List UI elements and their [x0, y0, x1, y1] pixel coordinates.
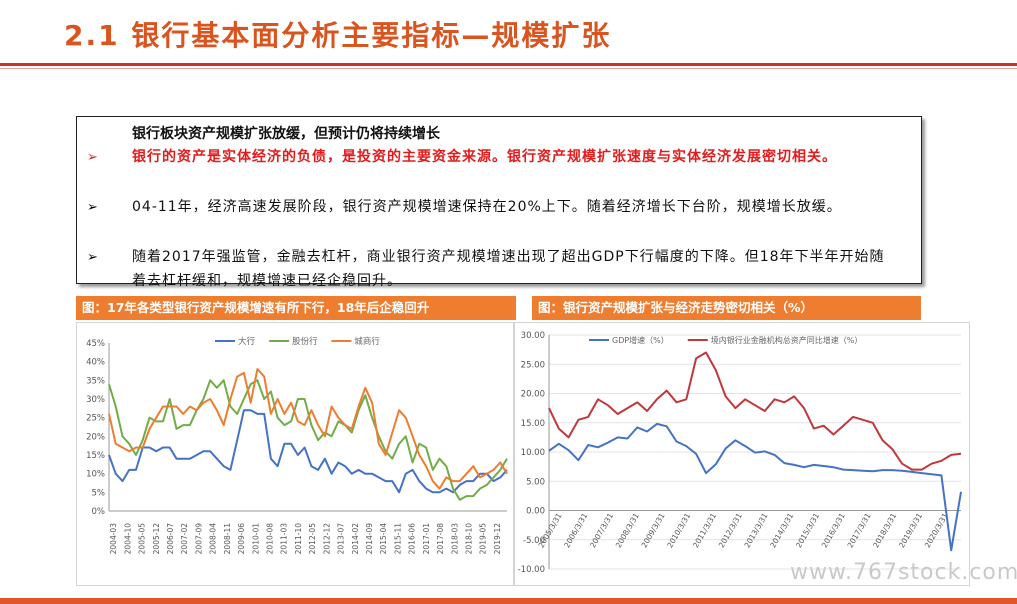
- x-tick-label: 2005-05: [138, 523, 147, 555]
- y-tick-label: 45%: [86, 339, 105, 349]
- x-tick-label: 2015-11: [393, 523, 402, 555]
- summary-bullet-text: 银行的资产是实体经济的负债，是投资的主要资金来源。银行资产规模扩张速度与实体经济…: [132, 149, 837, 165]
- x-tick-label: 2018-03: [450, 523, 459, 555]
- summary-box: 银行板块资产规模扩张放缓，但预计仍将持续增长 ➢ 银行的资产是实体经济的负债，是…: [76, 116, 922, 289]
- x-tick-label: 2005-12: [152, 523, 161, 555]
- legend-label: GDP增速（%）: [612, 335, 669, 345]
- gdp-vs-bank-asset-growth-chart: 30.00 25.00 20.00 15.00 10.00 5.00 0.00 -5.00 -1…: [518, 331, 962, 575]
- y-tick-label: 10.00: [521, 448, 545, 458]
- summary-heading: 银行板块资产规模扩张放缓，但预计仍将持续增长: [132, 126, 440, 142]
- x-tick-label: 2014/3/31: [768, 511, 795, 549]
- x-tick-label: 2010/3/31: [665, 511, 692, 549]
- title-divider: [0, 63, 1017, 66]
- y-tick-label: 40%: [86, 358, 105, 368]
- x-tick-label: 2004-10: [123, 523, 132, 555]
- x-tick-label: 2005/3/31: [537, 511, 564, 549]
- series-line: [548, 351, 962, 471]
- x-tick-label: 2007-02: [180, 523, 189, 555]
- watermark: www.767stock.com: [790, 560, 1017, 585]
- y-tick-label: 5.00: [526, 477, 545, 487]
- x-tick-label: 2016/3/31: [820, 511, 847, 549]
- x-tick-label: 2012-05: [308, 523, 317, 555]
- series-line: [108, 368, 508, 490]
- x-tick-label: 2010-08: [265, 523, 274, 555]
- x-tick-label: 2019-12: [493, 523, 502, 555]
- y-tick-label: -10.00: [518, 565, 545, 575]
- x-tick-label: 2019/3/31: [897, 511, 924, 549]
- x-tick-label: 2018/3/31: [871, 511, 898, 549]
- x-tick-label: 2013/3/31: [743, 511, 770, 549]
- series-line: [108, 379, 508, 501]
- x-tick-label: 2008-04: [209, 523, 218, 555]
- series-line: [548, 422, 962, 552]
- y-tick-label: 20%: [86, 432, 105, 442]
- y-tick-label: 15.00: [521, 419, 545, 429]
- page-title: 2.1 银行基本面分析主要指标—规模扩张: [64, 19, 612, 52]
- x-tick-label: 2011-10: [294, 523, 303, 555]
- x-tick-label: 2015-04: [379, 523, 388, 555]
- x-tick-label: 2017-01: [422, 523, 431, 555]
- x-tick-label: 2012/3/31: [717, 511, 744, 549]
- x-tick-label: 2017-08: [436, 523, 445, 555]
- x-tick-label: 2006/3/31: [562, 511, 589, 549]
- x-tick-label: 2009/3/31: [640, 511, 667, 549]
- x-tick-label: 2019-05: [479, 523, 488, 555]
- left-chart-frame: 45% 40% 35% 30% 25% 20% 15% 10% 5% 0% 2004-03 2004-…: [76, 322, 514, 586]
- x-tick-label: 2017/3/31: [846, 511, 873, 549]
- bullet-arrow-icon: ➢: [87, 150, 98, 165]
- bank-asset-growth-by-type-chart: 45% 40% 35% 30% 25% 20% 15% 10% 5% 0%2004-03 2004-…: [86, 336, 508, 555]
- legend-label: 股份行: [292, 336, 318, 347]
- y-tick-label: 30.00: [521, 331, 545, 341]
- y-tick-label: 20.00: [521, 390, 545, 400]
- x-tick-label: 2013-07: [337, 523, 346, 555]
- x-tick-label: 2004-03: [109, 523, 118, 555]
- title-divider-thin: [0, 68, 1017, 69]
- bullet-arrow-icon: ➢: [87, 200, 98, 215]
- summary-bullet-text: 04-11年，经济高速发展阶段，银行资产规模增速保持在20%上下。随着经济增长下…: [132, 199, 842, 215]
- legend-label: 城商行: [354, 336, 380, 347]
- x-tick-label: 2015/3/31: [794, 511, 821, 549]
- right-chart-frame: 30.00 25.00 20.00 15.00 10.00 5.00 0.00 -5.00 -1…: [514, 322, 970, 586]
- left-chart-caption: 图：17年各类型银行资产规模增速有所下行，18年后企稳回升: [76, 296, 516, 320]
- x-tick-label: 2007-09: [194, 523, 203, 555]
- x-tick-label: 2018-10: [464, 523, 473, 555]
- x-tick-label: 2007/3/31: [588, 511, 615, 549]
- y-tick-label: -5.00: [523, 536, 545, 546]
- y-tick-label: 35%: [86, 376, 105, 386]
- y-tick-label: 10%: [86, 470, 105, 480]
- y-tick-label: 0%: [92, 507, 106, 517]
- y-tick-label: 5%: [92, 488, 106, 498]
- footer-bar: [0, 598, 1017, 604]
- x-tick-label: 2008/3/31: [614, 511, 641, 549]
- y-tick-label: 0.00: [526, 507, 545, 517]
- x-tick-label: 2006-07: [166, 523, 175, 555]
- y-tick-label: 15%: [86, 451, 105, 461]
- bullet-arrow-icon: ➢: [87, 250, 98, 265]
- x-tick-label: 2008-11: [223, 523, 232, 555]
- x-tick-label: 2011/3/31: [691, 511, 718, 549]
- legend-label: 境内银行业金融机构总资产同比增速（%）: [711, 335, 863, 345]
- x-tick-label: 2014-02: [351, 523, 360, 555]
- y-tick-label: 30%: [86, 395, 105, 405]
- right-chart-caption: 图：银行资产规模扩张与经济走势密切相关（%）: [532, 296, 921, 320]
- x-tick-label: 2016-06: [408, 523, 417, 555]
- x-tick-label: 2014-09: [365, 523, 374, 555]
- x-tick-label: 2010-01: [251, 523, 260, 555]
- y-tick-label: 25.00: [521, 360, 545, 370]
- y-tick-label: 25%: [86, 414, 105, 424]
- x-tick-label: 2011-03: [280, 523, 289, 555]
- series-line: [108, 409, 508, 494]
- legend-label: 大行: [238, 336, 256, 347]
- x-tick-label: 2009-06: [237, 523, 246, 555]
- summary-bullet-text: 随着2017年强监管，金融去杠杆，商业银行资产规模增速出现了超出GDP下行幅度的…: [132, 249, 885, 289]
- x-tick-label: 2012-12: [322, 523, 331, 555]
